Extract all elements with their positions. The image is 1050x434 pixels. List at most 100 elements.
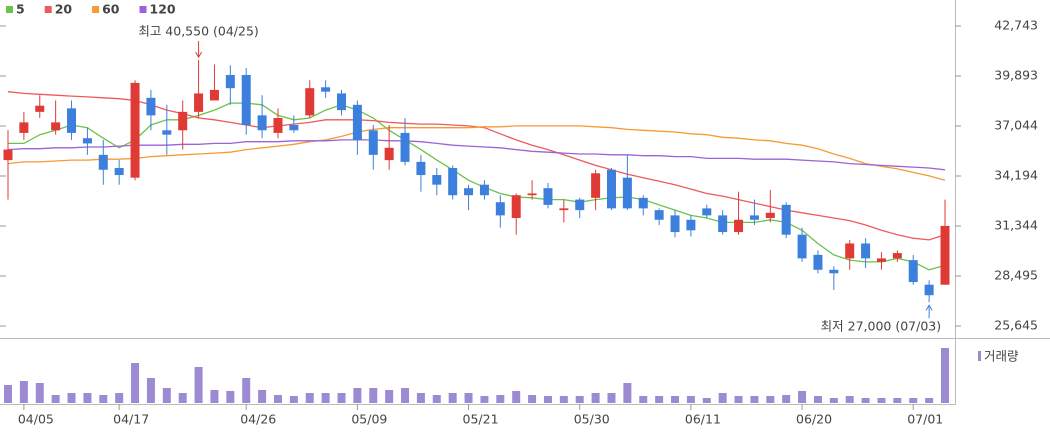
candle-body (130, 82, 140, 178)
volume-bar (51, 395, 60, 403)
volume-bar (798, 391, 807, 403)
volume-bar (941, 348, 949, 403)
high-annotation: 최고 40,550 (04/25) (138, 24, 258, 39)
legend-label: 20 (55, 2, 73, 17)
candle-body (797, 234, 807, 259)
candle-body (638, 197, 648, 209)
volume-bar (432, 395, 441, 403)
volume-bar (305, 393, 314, 403)
candle-body (305, 88, 315, 116)
legend-swatch (139, 6, 147, 13)
candle-body (241, 75, 251, 126)
legend-label: 5 (16, 2, 25, 17)
candle-body (511, 195, 521, 219)
volume-bar (210, 390, 219, 403)
candle-body (416, 161, 426, 176)
candle-body (289, 125, 299, 131)
volume-bar (877, 398, 886, 403)
x-tick-label: 05/30 (574, 412, 610, 427)
candle-body (162, 130, 172, 135)
candle-body (686, 219, 696, 231)
legend-label: 120 (150, 2, 176, 17)
volume-bar (543, 396, 552, 403)
candle-body (495, 202, 505, 216)
y-tick-label: 25,645 (994, 318, 1038, 333)
volume-bar (671, 396, 680, 403)
candle-body (829, 269, 839, 274)
candle-body (702, 208, 712, 216)
volume-bar (242, 378, 251, 403)
volume-bar (750, 396, 759, 403)
ma-line (7, 139, 946, 171)
volume-bar (702, 398, 711, 403)
candle-body (575, 199, 585, 211)
volume-bar (655, 396, 664, 403)
volume-bar (273, 395, 282, 403)
volume-legend: 거래량 (984, 349, 1019, 364)
candle-body (765, 212, 775, 219)
x-tick-label: 04/26 (240, 412, 276, 427)
legend-swatch (978, 351, 981, 361)
y-tick-label: 34,194 (994, 168, 1038, 183)
volume-bar (480, 396, 489, 403)
volume-bar (83, 393, 92, 403)
candle-body (384, 147, 394, 161)
volume-bar (512, 391, 521, 403)
x-tick-label: 07/01 (907, 412, 943, 427)
candle-body (448, 168, 458, 196)
candle-body (337, 93, 347, 111)
volume-bar (67, 393, 76, 403)
candle-body (781, 204, 791, 235)
candle-body (257, 115, 267, 131)
volume-bar (289, 396, 298, 403)
legend-swatch (44, 6, 52, 13)
volume-bar (226, 391, 235, 403)
candle-body (559, 208, 569, 211)
volume-bar (829, 398, 838, 403)
candle-body (654, 210, 664, 220)
candle-body (321, 87, 331, 92)
volume-bar (575, 396, 584, 403)
volume-bar (607, 393, 616, 403)
volume-bar (416, 393, 425, 403)
ma-line (7, 125, 946, 181)
volume-bar (369, 388, 378, 403)
volume-bar (162, 388, 171, 403)
candle-body (845, 243, 855, 259)
candle-body (432, 175, 442, 185)
legend-swatch (92, 6, 100, 13)
candle-body (464, 188, 474, 196)
volume-bar (734, 396, 743, 403)
volume-bar (782, 395, 791, 403)
candle-body (718, 215, 728, 233)
volume-bar (385, 390, 394, 403)
candle-body (861, 243, 871, 259)
candle-body (352, 104, 362, 140)
low-annotation: 최저 27,000 (07/03) (821, 319, 941, 334)
candle-body (114, 168, 124, 176)
candle-body (527, 193, 537, 196)
candle-body (19, 122, 29, 133)
volume-bar (496, 395, 505, 403)
volume-bar (337, 393, 346, 403)
volume-bar (766, 396, 775, 403)
volume-bar (19, 381, 28, 403)
candle-body (35, 105, 45, 112)
x-tick-label: 06/20 (796, 412, 832, 427)
volume-bar (258, 390, 267, 403)
volume-bar (591, 393, 600, 403)
candle-body (908, 260, 918, 283)
candle-body (400, 132, 410, 162)
y-tick-label: 31,344 (994, 218, 1038, 233)
volume-bar (131, 363, 140, 403)
y-tick-label: 37,044 (994, 118, 1038, 133)
volume-bar (99, 395, 108, 403)
candle-body (606, 169, 616, 209)
low-arrowhead (925, 304, 933, 311)
volume-bar (448, 393, 457, 403)
volume-bar (861, 398, 870, 403)
candle-body (892, 253, 902, 259)
candle-body (98, 154, 108, 170)
volume-bar (194, 367, 203, 403)
